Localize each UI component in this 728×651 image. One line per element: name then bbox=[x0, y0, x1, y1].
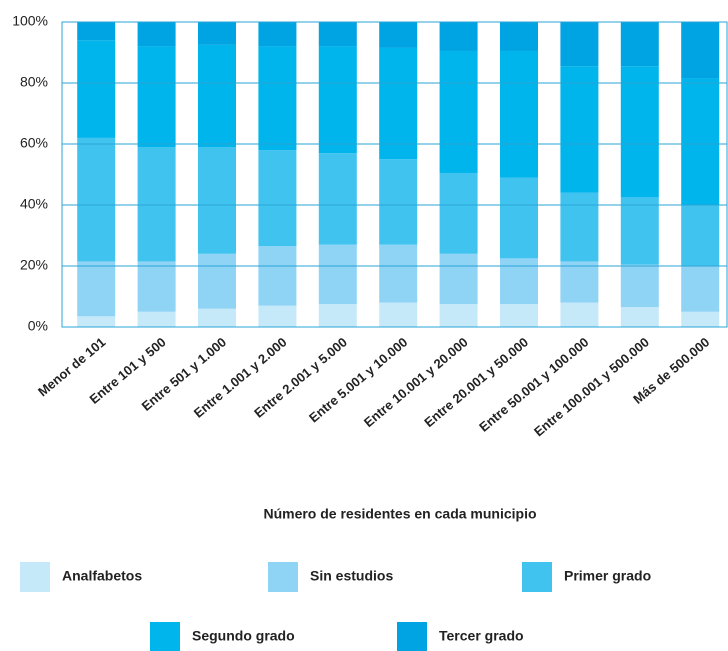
bar-segment bbox=[681, 266, 720, 312]
bar-segment bbox=[318, 46, 357, 154]
y-tick-label: 100% bbox=[12, 13, 48, 29]
x-tick-label: Entre 20.001 y 50.000 bbox=[421, 334, 531, 430]
bar-segment bbox=[379, 244, 418, 303]
bar-segment bbox=[318, 304, 357, 327]
bar-segment bbox=[560, 192, 599, 262]
bar-segment bbox=[620, 197, 659, 265]
bar-segment bbox=[198, 22, 236, 45]
bar-segment bbox=[137, 22, 176, 47]
bar-segment bbox=[500, 177, 538, 259]
bar-segment bbox=[77, 316, 116, 327]
bar-segment bbox=[137, 46, 176, 148]
y-tick-label: 40% bbox=[20, 196, 48, 212]
y-tick-label: 0% bbox=[28, 318, 48, 334]
bar-segment bbox=[439, 253, 478, 305]
legend-swatch bbox=[397, 622, 427, 651]
bar-segment bbox=[258, 150, 297, 247]
legend-label: Primer grado bbox=[564, 568, 651, 584]
x-tick-label-group: Entre 10.001 y 20.000 bbox=[361, 334, 471, 430]
bar-segment bbox=[379, 302, 418, 327]
bar-segment bbox=[560, 22, 599, 67]
bar-segment bbox=[681, 78, 720, 205]
bar-segment bbox=[620, 66, 659, 198]
bar-segment bbox=[500, 258, 538, 305]
x-tick-label-group: Entre 20.001 y 50.000 bbox=[421, 334, 531, 430]
legend-swatch bbox=[268, 562, 298, 592]
bar-segment bbox=[500, 304, 538, 327]
bar-segment bbox=[77, 137, 116, 262]
bar-segment bbox=[379, 47, 418, 160]
bar-segment bbox=[137, 311, 176, 327]
legend-label: Tercer grado bbox=[439, 628, 524, 644]
bar-segment bbox=[318, 244, 357, 305]
x-tick-label: Entre 10.001 y 20.000 bbox=[361, 334, 471, 430]
bar-segment bbox=[379, 159, 418, 245]
x-tick-label-group: Entre 5.001 y 10.000 bbox=[306, 334, 410, 425]
bar-segment bbox=[500, 50, 538, 178]
bar-segment bbox=[258, 246, 297, 306]
legend-swatch bbox=[150, 622, 180, 651]
x-tick-label-group: Entre 50.001 y 100.000 bbox=[476, 334, 591, 434]
legend-swatch bbox=[20, 562, 50, 592]
y-tick-label: 80% bbox=[20, 74, 48, 90]
legend-label: Segundo grado bbox=[192, 628, 295, 644]
bar-segment bbox=[258, 46, 297, 151]
legend-label: Sin estudios bbox=[310, 568, 393, 584]
bar-segment bbox=[500, 22, 538, 51]
bar-segment bbox=[620, 264, 659, 308]
bar-segment bbox=[620, 307, 659, 327]
bar-segment bbox=[620, 22, 659, 67]
bar-segment bbox=[379, 22, 418, 48]
bar-segment bbox=[318, 153, 357, 245]
x-tick-label: Entre 100.001 y 500.000 bbox=[531, 334, 652, 439]
y-tick-label: 20% bbox=[20, 257, 48, 273]
bar-segment bbox=[560, 66, 599, 193]
bar-segment bbox=[77, 40, 116, 138]
bar-segment bbox=[198, 147, 236, 254]
plot-frame bbox=[61, 21, 728, 328]
bar-segment bbox=[560, 302, 599, 327]
bar-segment bbox=[77, 261, 116, 317]
x-tick-label-group: Entre 100.001 y 500.000 bbox=[531, 334, 652, 439]
bar-segment bbox=[318, 22, 357, 47]
y-tick-label: 60% bbox=[20, 135, 48, 151]
bar-segment bbox=[137, 261, 176, 312]
bar-segment bbox=[439, 172, 478, 254]
bar-segment bbox=[439, 304, 478, 327]
bar-segment bbox=[198, 253, 236, 309]
bar-segment bbox=[439, 22, 478, 51]
bar-segment bbox=[681, 311, 720, 327]
bar-segment bbox=[258, 305, 297, 327]
legend-label: Analfabetos bbox=[62, 568, 142, 584]
bar-segment bbox=[77, 22, 116, 41]
bar-segment bbox=[137, 147, 176, 262]
bar-segment bbox=[439, 50, 478, 173]
legend-swatch bbox=[522, 562, 552, 592]
x-axis-title: Número de residentes en cada municipio bbox=[263, 506, 536, 522]
x-tick-label: Entre 50.001 y 100.000 bbox=[476, 334, 591, 434]
bar-segment bbox=[258, 22, 297, 47]
bar-segment bbox=[198, 308, 236, 327]
bar-segment bbox=[560, 261, 599, 303]
bar-segment bbox=[681, 22, 720, 79]
x-tick-label: Entre 5.001 y 10.000 bbox=[306, 334, 410, 425]
bar-segment bbox=[681, 205, 720, 266]
bar-segment bbox=[198, 44, 236, 148]
